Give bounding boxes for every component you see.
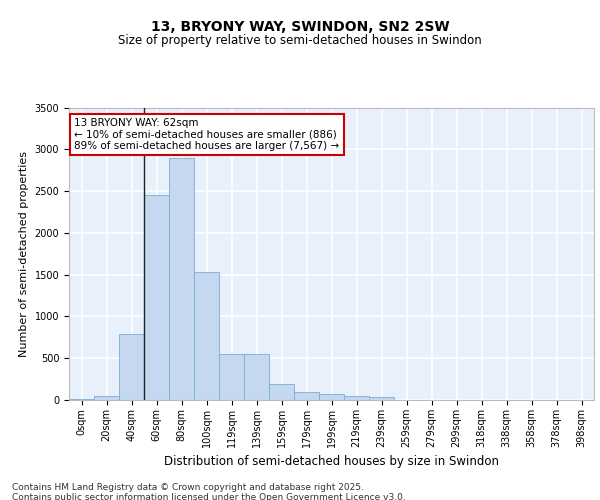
Text: 13 BRYONY WAY: 62sqm
← 10% of semi-detached houses are smaller (886)
89% of semi: 13 BRYONY WAY: 62sqm ← 10% of semi-detac…: [74, 118, 340, 151]
Bar: [94, 396, 119, 400]
Bar: [194, 272, 219, 400]
Text: Contains HM Land Registry data © Crown copyright and database right 2025.
Contai: Contains HM Land Registry data © Crown c…: [12, 482, 406, 500]
Bar: [269, 384, 294, 400]
X-axis label: Distribution of semi-detached houses by size in Swindon: Distribution of semi-detached houses by …: [164, 456, 499, 468]
Bar: [69, 398, 94, 400]
Bar: [144, 195, 169, 400]
Bar: [119, 334, 144, 400]
Bar: [369, 398, 394, 400]
Text: 13, BRYONY WAY, SWINDON, SN2 2SW: 13, BRYONY WAY, SWINDON, SN2 2SW: [151, 20, 449, 34]
Bar: [219, 354, 244, 400]
Bar: [319, 394, 344, 400]
Bar: [344, 396, 369, 400]
Bar: [244, 354, 269, 400]
Y-axis label: Number of semi-detached properties: Number of semi-detached properties: [19, 151, 29, 357]
Bar: [294, 392, 319, 400]
Bar: [169, 158, 194, 400]
Text: Size of property relative to semi-detached houses in Swindon: Size of property relative to semi-detach…: [118, 34, 482, 47]
